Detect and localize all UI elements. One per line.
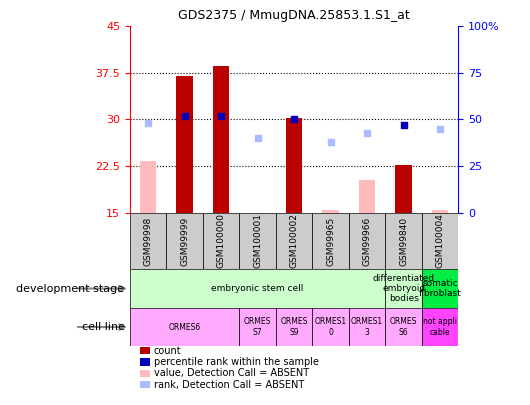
Text: differentiated
embryoid
bodies: differentiated embryoid bodies bbox=[373, 274, 435, 303]
Text: embryonic stem cell: embryonic stem cell bbox=[211, 284, 304, 293]
Bar bbox=[203, 213, 240, 269]
Title: GDS2375 / MmugDNA.25853.1.S1_at: GDS2375 / MmugDNA.25853.1.S1_at bbox=[178, 9, 410, 22]
Bar bbox=[385, 269, 422, 308]
Text: rank, Detection Call = ABSENT: rank, Detection Call = ABSENT bbox=[154, 380, 304, 390]
Text: value, Detection Call = ABSENT: value, Detection Call = ABSENT bbox=[154, 369, 309, 378]
Text: ORMES6: ORMES6 bbox=[169, 322, 201, 332]
Bar bbox=[395, 165, 412, 213]
Bar bbox=[286, 118, 302, 213]
Text: somatic
fibroblast: somatic fibroblast bbox=[419, 279, 462, 298]
Bar bbox=[359, 180, 375, 213]
Text: GSM100000: GSM100000 bbox=[217, 213, 226, 269]
Bar bbox=[276, 308, 312, 346]
Bar bbox=[385, 308, 422, 346]
Text: ORMES
S7: ORMES S7 bbox=[244, 318, 271, 337]
Point bbox=[290, 116, 298, 123]
Point bbox=[144, 120, 152, 126]
Point bbox=[217, 113, 225, 119]
Bar bbox=[422, 308, 458, 346]
Bar bbox=[213, 66, 229, 213]
Point bbox=[180, 113, 189, 119]
Bar bbox=[322, 209, 339, 213]
Text: development stage: development stage bbox=[16, 284, 125, 294]
Text: GSM99966: GSM99966 bbox=[363, 216, 372, 266]
Bar bbox=[140, 161, 156, 213]
Bar bbox=[422, 269, 458, 308]
Text: GSM100001: GSM100001 bbox=[253, 213, 262, 269]
Point bbox=[363, 129, 372, 136]
Text: ORMES
S6: ORMES S6 bbox=[390, 318, 417, 337]
Text: ORMES1
0: ORMES1 0 bbox=[315, 318, 347, 337]
Bar bbox=[422, 213, 458, 269]
Bar bbox=[432, 209, 448, 213]
Bar bbox=[240, 213, 276, 269]
Bar bbox=[312, 308, 349, 346]
Text: ORMES
S9: ORMES S9 bbox=[280, 318, 308, 337]
Bar bbox=[130, 308, 240, 346]
Text: GSM100004: GSM100004 bbox=[436, 213, 445, 269]
Bar bbox=[176, 76, 193, 213]
Point bbox=[326, 139, 335, 145]
Bar bbox=[130, 213, 166, 269]
Point bbox=[253, 135, 262, 141]
Bar bbox=[166, 213, 203, 269]
Text: GSM99998: GSM99998 bbox=[144, 216, 153, 266]
Point bbox=[436, 126, 445, 132]
Text: GSM100002: GSM100002 bbox=[290, 213, 298, 269]
Bar bbox=[349, 308, 385, 346]
Text: percentile rank within the sample: percentile rank within the sample bbox=[154, 357, 319, 367]
Text: cell line: cell line bbox=[82, 322, 125, 332]
Text: count: count bbox=[154, 346, 181, 356]
Bar bbox=[240, 308, 276, 346]
Text: ORMES1
3: ORMES1 3 bbox=[351, 318, 383, 337]
Text: GSM99999: GSM99999 bbox=[180, 216, 189, 266]
Bar bbox=[349, 213, 385, 269]
Bar bbox=[276, 213, 312, 269]
Text: GSM99840: GSM99840 bbox=[399, 216, 408, 266]
Bar bbox=[385, 213, 422, 269]
Text: not appli
cable: not appli cable bbox=[423, 318, 457, 337]
Point bbox=[400, 122, 408, 128]
Bar bbox=[312, 213, 349, 269]
Text: GSM99965: GSM99965 bbox=[326, 216, 335, 266]
Bar bbox=[130, 269, 385, 308]
